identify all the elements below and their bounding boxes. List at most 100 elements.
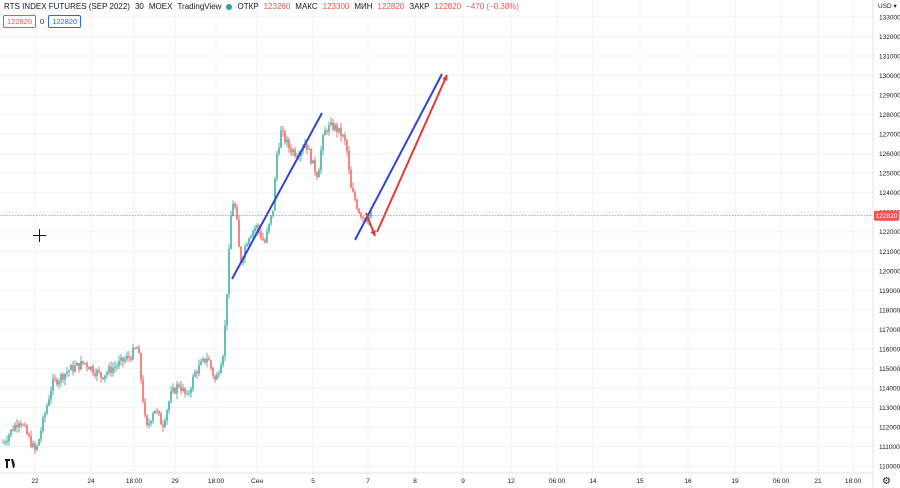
candle-body (310, 148, 312, 164)
candle-body (10, 429, 12, 435)
last-price-label-bg (874, 210, 899, 221)
candle-body (286, 139, 288, 143)
candle-body (340, 127, 342, 137)
interval[interactable]: 30 (134, 2, 144, 11)
currency-selector[interactable]: USD ▾ (878, 2, 897, 10)
y-tick-label: 132000 (879, 34, 900, 41)
currency-label: USD (878, 3, 892, 10)
candle-body (18, 423, 20, 427)
candle-body (318, 170, 320, 178)
candle-body (84, 362, 86, 364)
y-tick-label: 124000 (879, 190, 900, 197)
x-tick-label: Сен (251, 478, 263, 485)
candle-body (240, 246, 242, 263)
candle-body (234, 203, 236, 208)
candle-body (144, 401, 146, 416)
change-value: −470 (−0.38%) (466, 2, 520, 11)
candle-body (232, 203, 234, 217)
candle-body (106, 372, 108, 376)
y-tick-label: 130000 (879, 73, 900, 80)
candle-body (152, 413, 154, 421)
candle-body (198, 364, 200, 374)
y-tick-label: 120000 (879, 268, 900, 275)
low-value: 122820 (377, 2, 405, 11)
candle-body (162, 424, 164, 427)
candle-body (164, 420, 166, 427)
drawings[interactable] (231, 73, 448, 280)
candle-body (184, 388, 186, 394)
settings-gear-icon[interactable]: ⚙ (882, 476, 891, 487)
candle-body (346, 140, 348, 151)
y-tick-label: 119000 (879, 288, 900, 295)
candle-body (264, 240, 266, 243)
candle-body (138, 347, 140, 354)
candle-body (88, 367, 90, 370)
trend-line-2 (354, 73, 443, 241)
last-price-tag: 122820 (0, 210, 899, 221)
candle-body (94, 373, 96, 376)
candle-body (236, 207, 238, 220)
candle-body (52, 378, 54, 391)
candle-body (342, 135, 344, 137)
candle-body (102, 377, 104, 379)
y-tick-label: 114000 (879, 385, 900, 392)
candle-body (344, 135, 346, 141)
candle-body (246, 244, 248, 247)
candle-body (324, 130, 326, 136)
candle-body (238, 219, 240, 247)
symbol-header[interactable]: RTS INDEX FUTURES (SEP 2022) 30 MOEX Tra… (4, 2, 519, 11)
low-label: МИН (354, 2, 373, 11)
candle-body (314, 160, 316, 173)
x-tick-label: 14 (589, 478, 597, 485)
candle-body (290, 148, 292, 153)
candle-body (362, 216, 364, 218)
candle-body (14, 424, 16, 431)
candle-body (54, 378, 56, 380)
candle-body (170, 391, 172, 402)
candle-body (270, 215, 272, 224)
sell-button[interactable]: 122820 (3, 15, 37, 28)
candle-body (148, 423, 150, 426)
x-tick-label: 15 (636, 478, 644, 485)
candle-body (4, 442, 6, 444)
candle-body (160, 413, 162, 425)
candle-body (22, 424, 24, 426)
y-tick-label: 112000 (879, 424, 900, 431)
candle-body (172, 387, 174, 392)
candle-body (80, 361, 82, 370)
candle-body (154, 410, 156, 414)
candle-body (2, 442, 4, 444)
candle-body (252, 230, 254, 237)
candle-body (68, 370, 70, 372)
y-tick-label: 126000 (879, 151, 900, 158)
y-tick-label: 117000 (879, 327, 900, 334)
candle-body (74, 365, 76, 372)
buy-button[interactable]: 122820 (48, 15, 82, 28)
y-tick-label: 125000 (879, 171, 900, 178)
candle-body (78, 363, 80, 370)
crosshair-icon (33, 229, 46, 242)
candle-body (328, 125, 330, 132)
candles (2, 117, 372, 455)
candle-body (76, 363, 78, 366)
candle-body (38, 439, 40, 446)
x-tick-label: 29 (171, 478, 179, 485)
x-tick-label: 06:00 (549, 478, 566, 485)
spread-value: 0 (40, 17, 45, 26)
candle-body (196, 371, 198, 374)
candle-body (132, 348, 134, 360)
candle-body (168, 401, 170, 411)
candle-body (110, 366, 112, 373)
symbol-name[interactable]: RTS INDEX FUTURES (SEP 2022) (4, 2, 130, 11)
candle-body (130, 357, 132, 360)
y-tick-label: 129000 (879, 93, 900, 100)
tradingview-logo-icon[interactable] (5, 459, 17, 468)
candle-body (316, 172, 318, 178)
chevron-down-icon: ▾ (893, 3, 897, 10)
candle-body (206, 358, 208, 363)
candle-body (48, 399, 50, 406)
candle-body (24, 424, 26, 426)
candle-body (178, 384, 180, 387)
